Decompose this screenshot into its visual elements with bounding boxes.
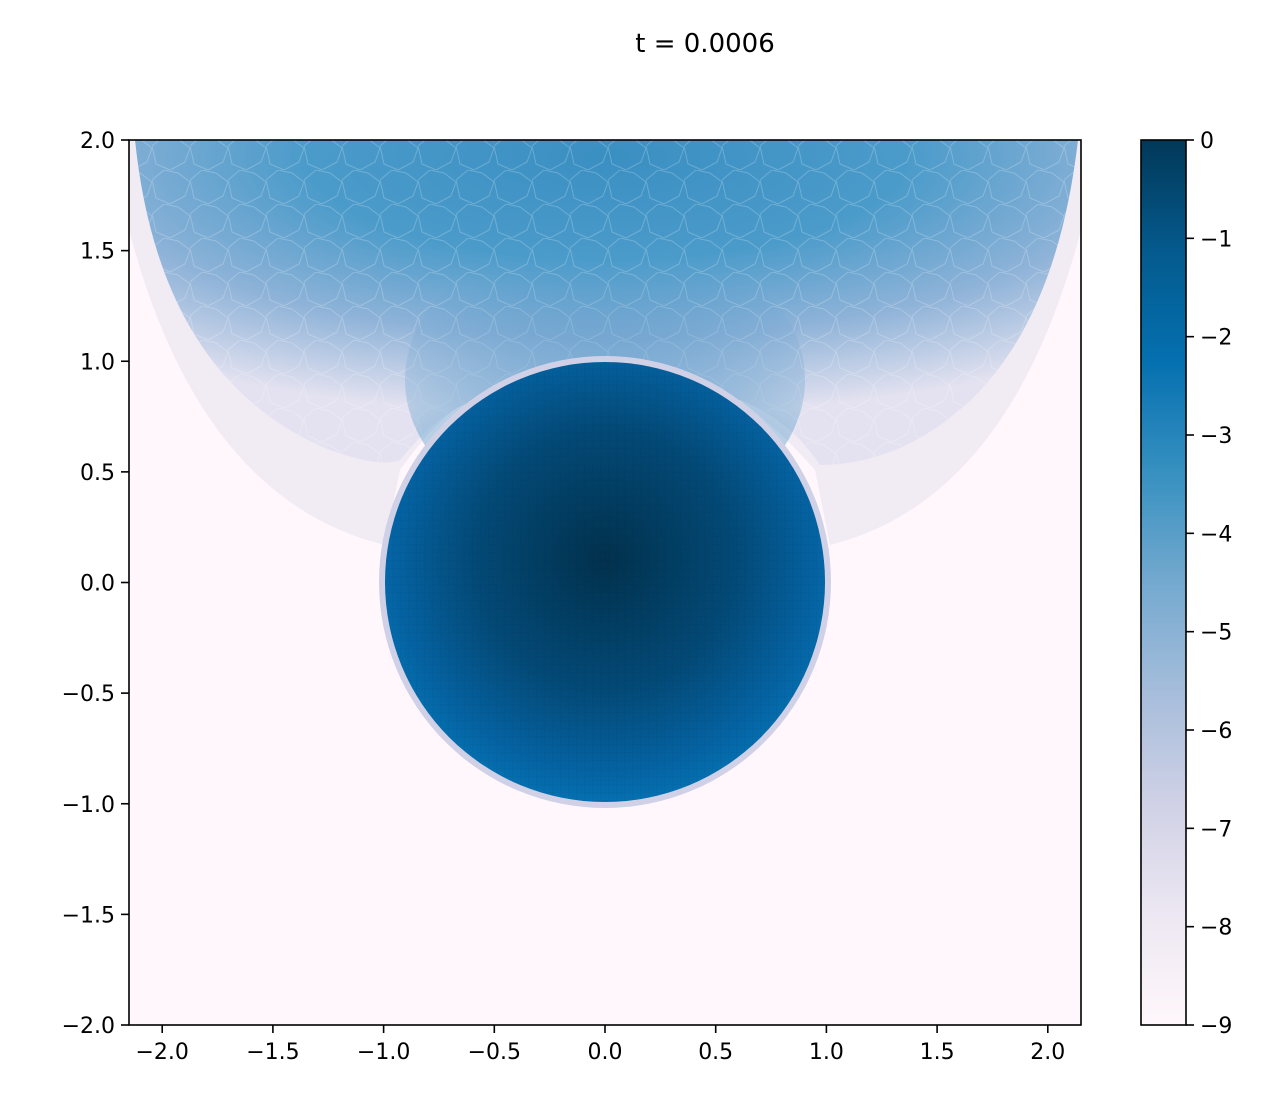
x-tick-label: 1.0 [809,1040,844,1065]
y-tick-label: −2.0 [62,1014,115,1039]
colorbar-tick-label: −1 [1200,227,1232,252]
disk-mesh [385,362,825,802]
colorbar-frame [1140,139,1187,1026]
colorbar-tick-label: −3 [1200,424,1232,449]
x-tick-label: −0.5 [468,1040,521,1065]
colorbar-ticks: 0 −1 −2 −3 −4 −5 −6 −7 −8 −9 [1186,129,1232,1039]
y-tick-label: 0.5 [80,461,115,486]
colorbar-tick-label: −9 [1200,1014,1232,1039]
y-tick-label: −1.0 [62,793,115,818]
colorbar-tick-label: −8 [1200,916,1232,941]
y-axis: 2.0 1.5 1.0 0.5 0.0 −0.5 −1.0 −1.5 −2.0 [62,129,129,1039]
x-tick-label: −1.0 [357,1040,410,1065]
x-tick-label: −1.5 [246,1040,299,1065]
colorbar-tick-label: −5 [1200,621,1232,646]
colorbar-tick-label: −2 [1200,326,1232,351]
x-tick-label: 0.0 [588,1040,623,1065]
colorbar-gradient [1141,140,1186,1025]
y-tick-label: 1.5 [80,240,115,265]
colorbar-tick-label: −4 [1200,522,1232,547]
x-tick-label: −2.0 [135,1040,188,1065]
colorbar-tick-label: −6 [1200,719,1232,744]
y-tick-label: −1.5 [62,903,115,928]
colorbar-tick-label: 0 [1200,129,1214,154]
chart-title: t = 0.0006 [635,29,774,59]
plot-area [129,140,1081,1025]
y-tick-label: 0.0 [80,572,115,597]
y-tick-label: 1.0 [80,350,115,375]
x-tick-label: 1.5 [920,1040,955,1065]
y-tick-label: 2.0 [80,129,115,154]
x-axis: −2.0 −1.5 −1.0 −0.5 0.0 0.5 1.0 1.5 2.0 [135,1025,1065,1065]
x-tick-label: 2.0 [1030,1040,1065,1065]
x-tick-label: 0.5 [698,1040,733,1065]
colorbar: 0 −1 −2 −3 −4 −5 −6 −7 −8 −9 [1140,129,1232,1039]
y-tick-label: −0.5 [62,682,115,707]
colorbar-tick-label: −7 [1200,817,1232,842]
